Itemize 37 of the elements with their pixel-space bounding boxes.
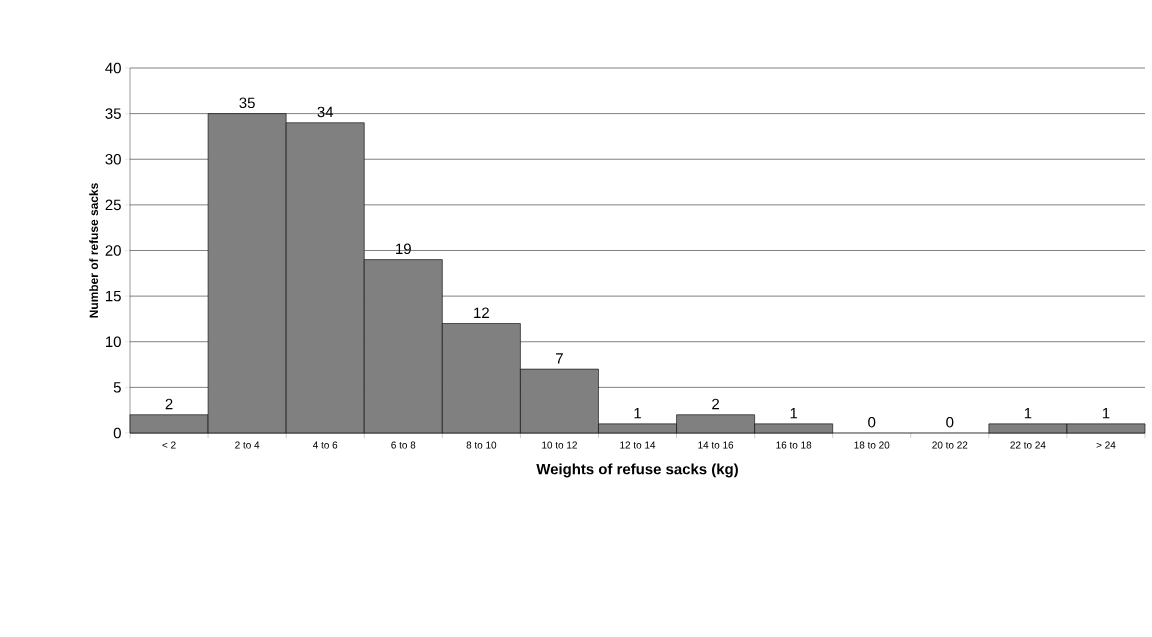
data-label: 34 (317, 106, 334, 118)
y-tick-label: 5 (113, 382, 121, 393)
y-axis-title: Number of refuse sacks (89, 183, 99, 318)
x-tick-label: 6 to 8 (391, 441, 416, 449)
x-tick-label: 16 to 18 (776, 441, 812, 449)
y-tick-label: 20 (105, 245, 121, 256)
y-tick-label: 15 (106, 290, 121, 302)
x-tick-label: > 24 (1096, 441, 1116, 449)
data-label: 0 (946, 416, 954, 428)
data-label: 12 (474, 307, 489, 318)
x-tick-label: 10 to 12 (542, 441, 577, 449)
x-tick-label: 2 to 4 (235, 441, 260, 449)
y-tick-label: 35 (105, 108, 121, 119)
data-label: 2 (712, 398, 719, 410)
x-tick-label: 8 to 10 (466, 441, 497, 449)
y-tick-label: 25 (105, 199, 121, 211)
y-tick-label: 40 (105, 62, 121, 74)
data-label: 7 (556, 353, 563, 364)
data-label: 0 (868, 416, 876, 428)
x-tick-label: 22 to 24 (1010, 441, 1046, 449)
x-tick-label: 20 to 22 (932, 441, 968, 449)
x-tick-label: 14 to 16 (698, 441, 734, 449)
data-label: 1 (1024, 408, 1032, 419)
y-tick-label: 10 (106, 336, 121, 348)
data-label: 19 (396, 243, 411, 255)
x-tick-label: 12 to 14 (620, 441, 656, 449)
x-tick-label: 4 to 6 (312, 441, 338, 449)
y-tick-label: 0 (113, 427, 121, 439)
x-axis-title: Weights of refuse sacks (kg) (536, 463, 738, 478)
data-label: 1 (790, 408, 798, 419)
data-label: 1 (1102, 408, 1110, 419)
x-tick-label: 18 to 20 (854, 441, 890, 449)
data-label: 35 (239, 97, 255, 109)
x-tick-label: < 2 (162, 441, 176, 449)
data-label: 1 (634, 408, 641, 419)
y-tick-label: 30 (105, 153, 121, 165)
data-label: 2 (165, 398, 173, 410)
